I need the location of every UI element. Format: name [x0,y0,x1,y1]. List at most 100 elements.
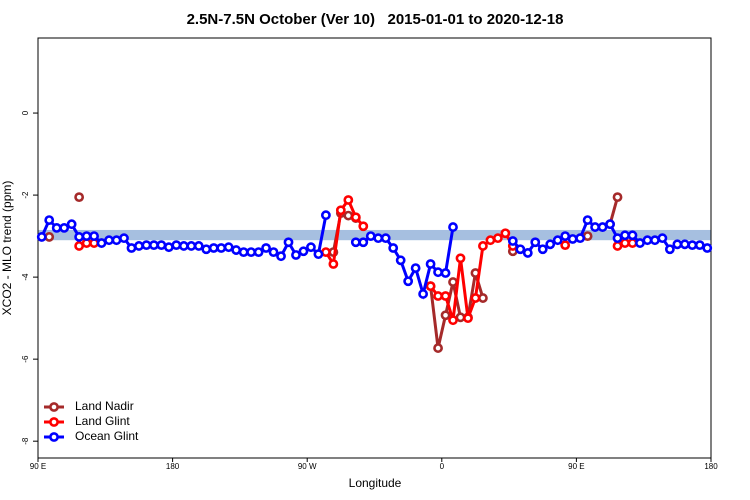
x-tick-label: 90 E [30,462,46,471]
data-point [216,243,227,253]
data-point [163,242,174,253]
data-point [433,267,443,278]
data-point [335,205,346,216]
legend-label: Ocean Glint [75,429,139,443]
data-point [627,238,638,248]
data-point [89,231,99,242]
x-tick-label: 90 W [298,462,317,471]
data-point [193,241,204,251]
data-point [373,233,384,244]
data-point [478,241,488,251]
data-point [261,243,271,253]
data-point [223,242,234,253]
data-point [522,248,533,258]
data-point [358,237,369,248]
data-point [425,281,436,292]
data-point [246,247,257,258]
legend-swatch-marker [49,402,59,412]
data-point [44,215,55,226]
data-point [350,212,361,223]
data-point [96,238,107,248]
data-point [268,247,279,258]
data-point [440,291,451,301]
data-point [283,237,294,248]
data-point [694,240,705,251]
data-point [478,293,488,303]
data-point [313,249,324,260]
data-point [306,242,316,253]
data-point [298,246,309,257]
data-point [276,251,286,262]
y-axis-label: XCO2 - MLO trend (ppm) [0,181,14,316]
data-point [463,313,473,324]
legend-label: Land Nadir [75,399,134,413]
data-point [74,232,85,242]
data-point [358,221,369,232]
data-point [365,231,376,242]
data-point [343,195,354,205]
data-point [627,230,638,241]
data-point [134,241,144,251]
y-tick-label: -2 [21,191,30,199]
data-point [470,293,481,303]
data-point [380,233,391,244]
x-tick-label: 180 [704,462,718,471]
data-point [448,277,458,287]
legend-label: Land Glint [75,414,130,428]
data-point [74,241,85,251]
data-point [582,215,593,226]
data-point [567,234,578,244]
data-point [597,222,608,232]
data-point [530,237,541,248]
data-point [320,210,331,221]
data-point [51,223,62,233]
data-point [141,240,152,251]
data-point [448,315,458,326]
x-tick-label: 180 [166,462,180,471]
legend-swatch-marker [49,417,59,427]
data-point [440,268,451,278]
data-point [605,219,615,230]
data-point [350,237,361,248]
data-point [515,244,526,255]
data-point [36,232,47,242]
data-point [612,241,623,251]
data-point [485,235,496,246]
data-point [186,241,197,251]
y-tick-label: -4 [21,273,30,281]
data-point [149,240,159,251]
y-tick-label: -6 [21,355,30,363]
data-point [320,247,331,258]
data-point [343,210,354,221]
data-point [425,259,436,269]
data-point [560,231,571,242]
data-point [642,235,653,246]
data-point [156,240,167,251]
data-point [395,255,406,266]
data-point [664,244,675,255]
data-point [81,231,92,242]
data-point [537,244,548,255]
data-point [104,235,114,246]
data-point [575,233,586,244]
chart-title: 2.5N-7.5N October (Ver 10) 2015-01-01 to… [187,11,564,28]
data-point [433,291,443,301]
data-point [679,239,690,250]
data-point [291,250,301,260]
data-point [612,233,623,244]
x-tick-label: 0 [440,462,445,471]
data-point [403,276,414,287]
data-point [201,244,212,255]
data-point [328,259,339,269]
y-tick-label: 0 [21,110,30,115]
data-point [657,233,668,244]
data-point [388,243,399,253]
data-point [111,235,122,246]
data-point [612,192,623,203]
data-point [582,231,593,242]
data-point [253,247,264,258]
data-point [59,223,70,233]
data-point [492,233,503,244]
data-point [44,232,55,242]
